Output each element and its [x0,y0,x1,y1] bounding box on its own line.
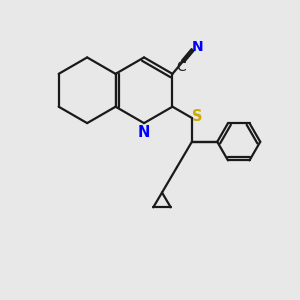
Text: N: N [192,40,204,54]
Text: N: N [138,124,150,140]
Text: S: S [192,109,202,124]
Text: C: C [177,60,186,74]
